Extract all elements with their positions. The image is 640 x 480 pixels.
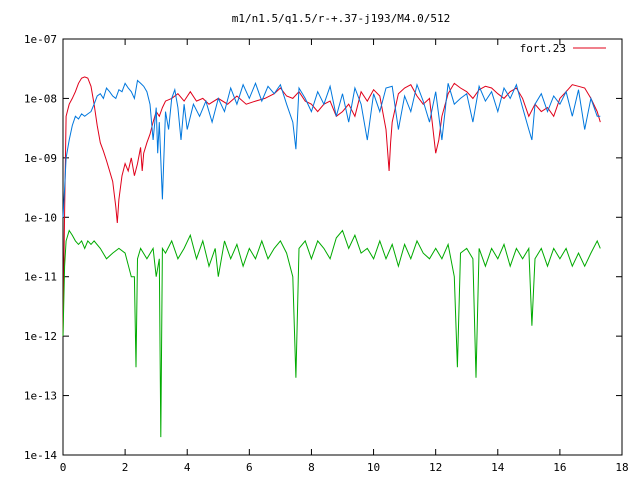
x-tick-label: 0 xyxy=(60,461,67,474)
axis-ticks: 0 2 4 6 8 10 12 14 16 18 1e-14 1e-13 1e-12 1e-11 1e-10… xyxy=(24,33,629,474)
y-tick-label: 1e-11 xyxy=(24,271,57,284)
x-tick-label: 14 xyxy=(491,461,505,474)
y-tick-label: 1e-14 xyxy=(24,449,57,462)
x-tick-label: 2 xyxy=(122,461,129,474)
y-tick-label: 1e-13 xyxy=(24,390,57,403)
x-tick-label: 6 xyxy=(246,461,253,474)
legend-label-fort-23: fort.23 xyxy=(520,42,566,55)
x-tick-label: 8 xyxy=(308,461,315,474)
plot-frame xyxy=(62,38,623,456)
x-tick-label: 16 xyxy=(553,461,566,474)
y-tick-label: 1e-12 xyxy=(24,330,57,343)
x-tick-label: 4 xyxy=(184,461,191,474)
y-tick-label: 1e-09 xyxy=(24,152,57,165)
x-tick-label: 12 xyxy=(429,461,442,474)
y-tick-label: 1e-10 xyxy=(24,211,57,224)
chart-title: m1/n1.5/q1.5/r-+.37-j193/M4.0/512 xyxy=(232,12,451,25)
x-tick-label: 18 xyxy=(615,461,628,474)
series-line-3 xyxy=(62,229,601,438)
series-group xyxy=(62,76,601,438)
y-tick-label: 1e-08 xyxy=(24,92,57,105)
legend: fort.23 xyxy=(520,42,606,55)
series-line-1 xyxy=(62,76,601,337)
y-tick-label: 1e-07 xyxy=(24,33,57,46)
x-tick-label: 10 xyxy=(367,461,380,474)
series-line-2 xyxy=(62,79,601,218)
